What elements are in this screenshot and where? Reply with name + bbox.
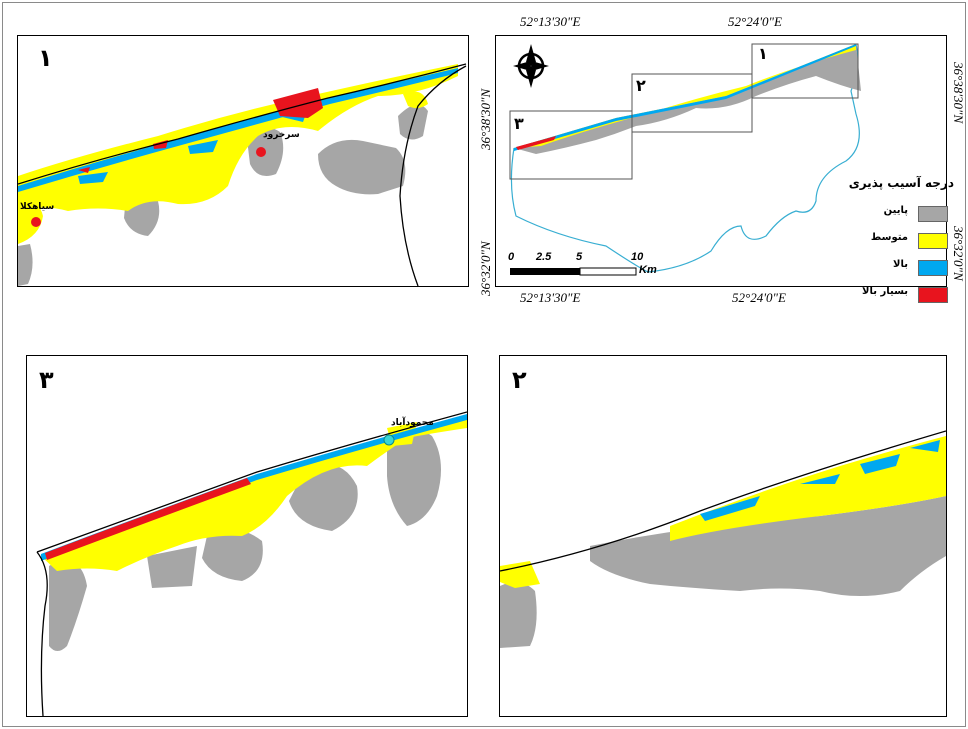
legend-label: پایین [883,205,908,216]
place-label: سیاهکلا [20,202,55,212]
latitude-label-left: 36°32'0"N [478,241,493,296]
panel-2-map: ٢ [499,355,947,717]
medium-vulnerability-area [18,200,43,244]
town-marker [383,434,395,446]
legend-label: متوسط [870,232,908,243]
north-arrow-icon [513,44,549,88]
low-vulnerability-area [202,529,263,581]
longitude-label-bottom: 52°24'0"E [732,290,786,305]
high-vulnerability-area [18,68,458,192]
legend-item: پایین [834,204,954,222]
town-marker [31,217,41,227]
index-box-2 [631,73,753,133]
boundary-line [36,551,48,716]
high-vulnerability-area [700,440,940,521]
coastal-zone-veryhigh [516,136,556,150]
index-box-label: ١ [758,44,768,63]
coastline [36,411,467,553]
legend-swatch-low [918,206,948,222]
panel-1-map: ١ سرخرود سیاهکلا [17,35,469,287]
high-vulnerability-area [41,414,467,561]
very-high-vulnerability-area [273,88,323,118]
latitude-label-left: 36°38'30"N [478,88,493,150]
coastal-zone-high [514,44,856,151]
latitude-label-right: 36°38'30"N [951,62,966,124]
panel-1-canvas [18,63,467,286]
legend-swatch-veryhigh [918,287,948,303]
index-box-label: ٣ [514,114,524,133]
index-box-3 [509,110,633,180]
index-box-1 [751,43,859,99]
medium-vulnerability-area [403,91,428,109]
panel-number: ٢ [512,366,527,394]
longitude-label-top: 52°24'0"E [728,14,782,29]
coastline [500,430,946,572]
low-vulnerability-area [590,496,946,596]
medium-vulnerability-area [41,416,467,571]
index-box-label: ٢ [636,76,646,95]
low-vulnerability-area [49,560,87,651]
study-area-outline [510,43,860,273]
medium-vulnerability-area [500,561,540,588]
overview-map: ١ ٢ ٣ 0 2.5 5 10 Km [495,35,947,287]
low-vulnerability-area [318,139,406,195]
scale-tick: 0 [508,251,515,263]
panel-2-canvas [500,430,946,648]
panel-3-canvas [36,411,467,716]
panel-3-map: ٣ محمودآباد [26,355,468,717]
longitude-label-top: 52°13'30"E [520,14,581,29]
legend-item: متوسط [834,231,954,249]
scale-unit: Km [639,264,657,276]
panel-number: ٣ [39,366,54,394]
low-vulnerability-area [387,428,441,526]
low-vulnerability-area [147,546,197,588]
very-high-vulnerability-area [45,478,251,560]
coastline [18,63,467,185]
legend-item: بسیار بالا [834,285,954,303]
coastal-zone-low [514,44,861,154]
overview-canvas [509,43,861,276]
scale-tick: 5 [576,251,583,263]
town-marker [256,147,266,157]
legend-label: بالا [893,259,908,270]
place-label: سرخرود [263,130,300,140]
low-vulnerability-area [18,244,33,286]
medium-vulnerability-area [18,64,458,211]
longitude-label-bottom: 52°13'30"E [520,290,581,305]
scale-bar-black [510,268,580,275]
scale-tick: 10 [631,251,644,263]
place-label: محمودآباد [391,418,434,428]
legend-label: بسیار بالا [862,286,908,297]
legend-title: درجه آسیب پذیری [848,176,954,190]
high-vulnerability-area [78,108,308,184]
scale-tick: 2.5 [536,251,552,263]
low-vulnerability-area [500,582,537,648]
legend-swatch-medium [918,233,948,249]
boundary-line [399,65,467,286]
panel-number: ١ [38,44,53,72]
legend-swatch-high [918,260,948,276]
scale-bar-white [579,267,637,276]
legend-item: بالا [834,258,954,276]
